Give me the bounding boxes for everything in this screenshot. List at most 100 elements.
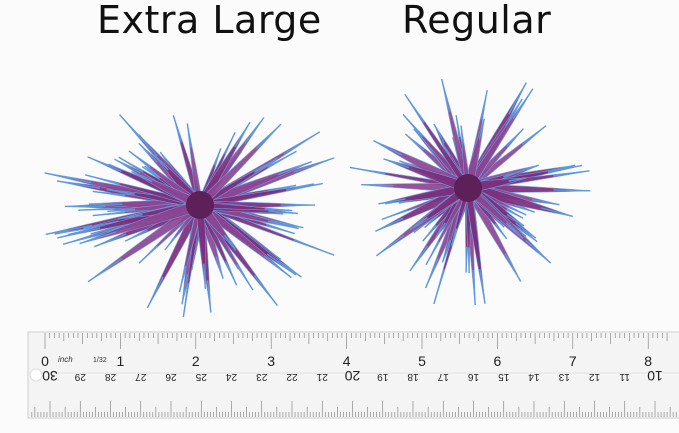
- inch-number: 6: [494, 353, 502, 369]
- leaf-tip: [267, 184, 297, 192]
- leaf-tip: [119, 114, 145, 143]
- inch-number: 3: [267, 353, 275, 369]
- leaf-tip: [128, 150, 151, 168]
- leaf-tip: [225, 260, 238, 286]
- leaf-tip: [268, 210, 298, 215]
- leaf-tip: [508, 206, 527, 216]
- leaf-tip: [131, 171, 153, 183]
- leaf-tip: [223, 132, 236, 155]
- cm-number: 17: [437, 371, 449, 382]
- cm-number: 27: [135, 371, 147, 382]
- leaf-tip: [425, 241, 440, 266]
- leaf-tip: [349, 166, 386, 175]
- leaf-tip: [441, 142, 451, 157]
- leaf-tip: [508, 82, 527, 115]
- leaf-tip: [404, 93, 425, 123]
- plant-center: [186, 191, 214, 219]
- leaf-tip: [283, 131, 321, 155]
- inch-number: 1: [117, 353, 125, 369]
- leaf-tip: [256, 123, 282, 149]
- cm-number: 15: [498, 371, 510, 382]
- cm-number: 16: [468, 371, 480, 382]
- leaf-tip: [465, 247, 468, 273]
- leaf-tip: [45, 224, 93, 235]
- leaf-tip: [234, 121, 251, 148]
- leaf-tip: [375, 217, 404, 232]
- leaf-tip: [435, 222, 446, 239]
- leaf-tip: [153, 154, 169, 171]
- leaf-tip: [244, 117, 265, 145]
- inch-number: 0: [41, 353, 49, 369]
- cm-number: 13: [558, 371, 570, 382]
- leaf-tip: [285, 182, 323, 191]
- inch-number: 2: [192, 353, 200, 369]
- leaf-tip: [494, 223, 508, 240]
- leaf-tip: [106, 188, 135, 195]
- leaf-tip: [78, 207, 115, 211]
- leaf-tip: [146, 276, 164, 309]
- leaf-tip: [87, 156, 122, 172]
- cm-number: 21: [316, 371, 328, 382]
- cm-number: 10: [647, 368, 663, 384]
- cm-number: 12: [589, 371, 601, 382]
- leaf-tip: [508, 177, 527, 182]
- cm-number: 11: [619, 371, 630, 382]
- leaf-tip: [79, 231, 116, 245]
- cm-number: 28: [105, 371, 117, 382]
- inch-number: 7: [569, 353, 577, 369]
- leaf-tip: [62, 231, 105, 245]
- leaf-tip: [433, 268, 445, 305]
- leaf-tip: [181, 274, 189, 305]
- leaf-tip: [480, 90, 488, 120]
- leaf-tip: [293, 239, 335, 256]
- leaf-tip: [236, 264, 254, 291]
- leaf-tip: [107, 208, 136, 212]
- cm-number: 30: [42, 368, 58, 384]
- leaf-tip: [504, 253, 522, 282]
- leaf-tip: [472, 269, 476, 306]
- leaf-tip: [164, 235, 177, 251]
- leaf-tip: [506, 208, 524, 219]
- leaf-tip: [267, 150, 297, 169]
- leaf-tip: [506, 213, 525, 227]
- leaf-tip: [479, 268, 486, 304]
- leaf-tip: [267, 220, 298, 229]
- leaf-tip: [506, 128, 524, 147]
- leaf-tip: [172, 115, 183, 143]
- leaf-tip: [254, 157, 279, 173]
- leaf-tip: [138, 142, 158, 163]
- leaf-tip: [525, 240, 552, 264]
- cm-number: 14: [528, 371, 540, 382]
- leaf-tip: [186, 123, 192, 149]
- cm-number: 29: [74, 371, 86, 382]
- leaf-tip: [266, 253, 297, 276]
- leaf-tip: [203, 263, 207, 289]
- leaf-tip: [383, 158, 410, 169]
- leaf-tip: [87, 258, 123, 283]
- ruler-fraction-label: 1/32: [93, 357, 107, 364]
- leaf-tip: [84, 174, 120, 185]
- leaf-tip: [404, 133, 425, 151]
- ruler-body: [27, 331, 679, 419]
- leaf-tip: [361, 183, 394, 187]
- leaf-tip: [409, 245, 428, 272]
- leaf-tip: [94, 233, 127, 248]
- leaf-tip: [293, 157, 335, 173]
- leaf-tip: [253, 274, 278, 306]
- ruler-unit-label: inch: [58, 355, 73, 364]
- cm-number: 25: [195, 371, 207, 382]
- ruler-ticks: [31, 333, 677, 417]
- leaf-tip: [213, 148, 222, 166]
- leaf-tip: [266, 224, 295, 235]
- plant-center: [454, 174, 482, 202]
- cm-number: 18: [407, 371, 419, 382]
- leaf-tip: [424, 257, 439, 289]
- leaf-tip: [264, 208, 293, 212]
- leaf-tip: [541, 207, 574, 218]
- leaf-tip: [409, 216, 428, 231]
- cm-number: 23: [256, 371, 268, 382]
- leaf-tip: [124, 229, 148, 242]
